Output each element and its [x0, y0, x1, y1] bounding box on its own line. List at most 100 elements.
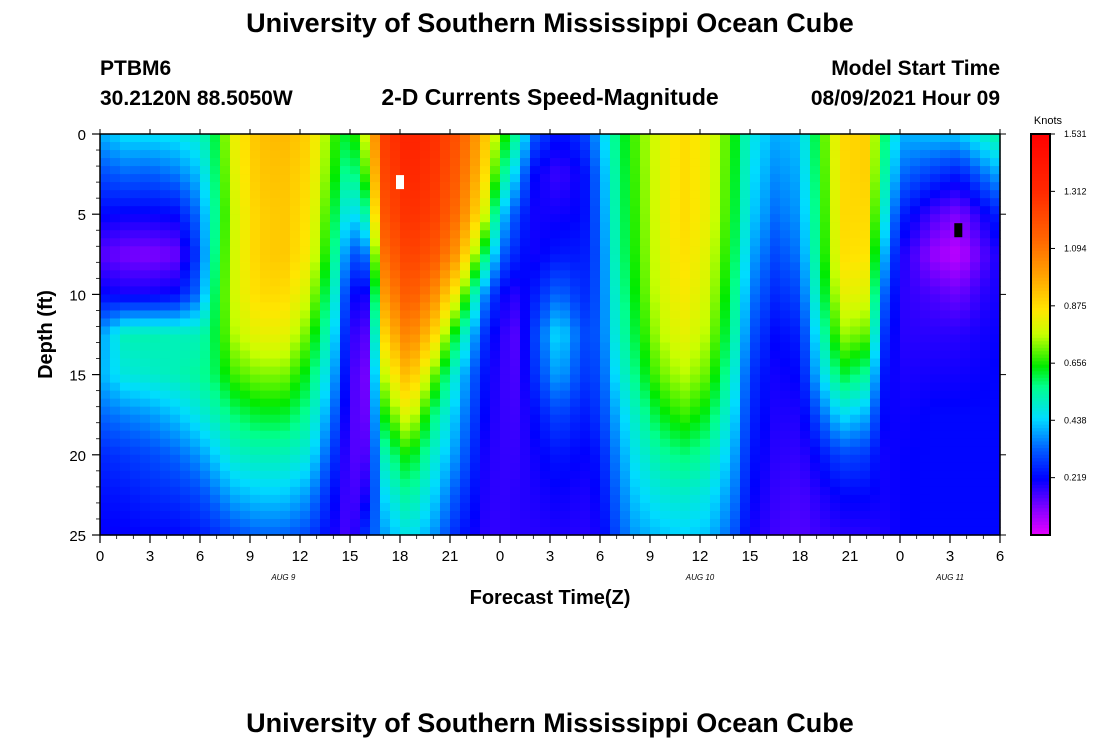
heatmap-cell [540, 270, 551, 279]
heatmap-cell [240, 382, 251, 392]
heatmap-cell [730, 206, 741, 215]
heatmap-cell [990, 294, 1001, 304]
heatmap-cell [890, 478, 901, 488]
heatmap-cell [740, 478, 751, 488]
heatmap-cell [690, 502, 701, 512]
heatmap-cell [200, 454, 211, 464]
heatmap-cell [710, 486, 721, 496]
heatmap-cell [730, 270, 741, 279]
heatmap-cell [180, 238, 191, 247]
heatmap-cell [340, 374, 351, 384]
heatmap-cell [850, 478, 861, 488]
heatmap-cell [890, 510, 901, 520]
heatmap-cell [580, 134, 591, 143]
heatmap-cell [260, 254, 271, 263]
heatmap-cell [720, 486, 731, 496]
heatmap-cell [900, 198, 911, 207]
heatmap-cell [340, 262, 351, 271]
heatmap-cell [390, 222, 401, 231]
heatmap-cell [330, 238, 341, 247]
heatmap-cell [840, 406, 851, 416]
heatmap-cell [990, 318, 1001, 328]
heatmap-cell [380, 318, 391, 328]
heatmap-cell [770, 254, 781, 263]
heatmap-cell [210, 422, 221, 432]
heatmap-cell [320, 286, 331, 295]
heatmap-cell [970, 230, 981, 239]
heatmap-cell [180, 150, 191, 159]
heatmap-cell [510, 526, 521, 536]
colorbar-cell [1031, 200, 1050, 205]
heatmap-cell [280, 318, 291, 328]
heatmap-cell [640, 254, 651, 263]
heatmap-cell [360, 134, 371, 143]
heatmap-cell [810, 262, 821, 271]
heatmap-cell [700, 142, 711, 151]
heatmap-cell [800, 446, 811, 456]
colorbar-cell [1031, 341, 1050, 346]
heatmap-cell [580, 398, 591, 408]
heatmap-cell [680, 222, 691, 231]
heatmap-cell [230, 342, 241, 352]
heatmap-cell [820, 174, 831, 183]
heatmap-cell [370, 166, 381, 175]
heatmap-cell [720, 462, 731, 472]
heatmap-cell [700, 254, 711, 263]
heatmap-cell [690, 246, 701, 255]
heatmap-cell [330, 454, 341, 464]
heatmap-cell [530, 238, 541, 247]
heatmap-cell [290, 470, 301, 480]
heatmap-cell [430, 398, 441, 408]
heatmap-cell [930, 446, 941, 456]
heatmap-cell [370, 334, 381, 344]
heatmap-cell [930, 214, 941, 223]
heatmap-cell [140, 414, 151, 424]
heatmap-cell [670, 134, 681, 143]
heatmap-cell [710, 366, 721, 376]
heatmap-cell [690, 150, 701, 159]
heatmap-cell [100, 222, 111, 231]
heatmap-cell [580, 286, 591, 295]
heatmap-cell [880, 526, 891, 536]
heatmap-cell [200, 278, 211, 287]
heatmap-cell [230, 398, 241, 408]
heatmap-cell [450, 286, 461, 295]
heatmap-cell [660, 518, 671, 528]
heatmap-cell [810, 254, 821, 263]
heatmap-cell [870, 310, 881, 320]
heatmap-cell [670, 454, 681, 464]
heatmap-cell [280, 254, 291, 263]
heatmap-cell [690, 478, 701, 488]
heatmap-cell [130, 454, 141, 464]
heatmap-cell [450, 382, 461, 392]
heatmap-cell [790, 494, 801, 504]
heatmap-cell [670, 430, 681, 440]
heatmap-cell [470, 518, 481, 528]
heatmap-cell [100, 286, 111, 295]
heatmap-cell [240, 318, 251, 328]
heatmap-cell [530, 254, 541, 263]
heatmap-cell [420, 430, 431, 440]
heatmap-cell [440, 262, 451, 271]
heatmap-cell [750, 366, 761, 376]
heatmap-cell [290, 502, 301, 512]
heatmap-cell [880, 438, 891, 448]
heatmap-cell [270, 486, 281, 496]
heatmap-cell [150, 398, 161, 408]
heatmap-cell [730, 222, 741, 231]
heatmap-cell [270, 326, 281, 336]
heatmap-cell [350, 230, 361, 239]
heatmap-cell [530, 518, 541, 528]
heatmap-cell [730, 294, 741, 304]
heatmap-cell [650, 518, 661, 528]
heatmap-cell [430, 374, 441, 384]
heatmap-cell [890, 310, 901, 320]
max-marker [396, 175, 404, 190]
heatmap-cell [460, 198, 471, 207]
heatmap-cell [340, 430, 351, 440]
heatmap-cell [650, 486, 661, 496]
heatmap-cell [230, 478, 241, 488]
heatmap-cell [290, 414, 301, 424]
heatmap-cell [530, 174, 541, 183]
heatmap-cell [250, 198, 261, 207]
